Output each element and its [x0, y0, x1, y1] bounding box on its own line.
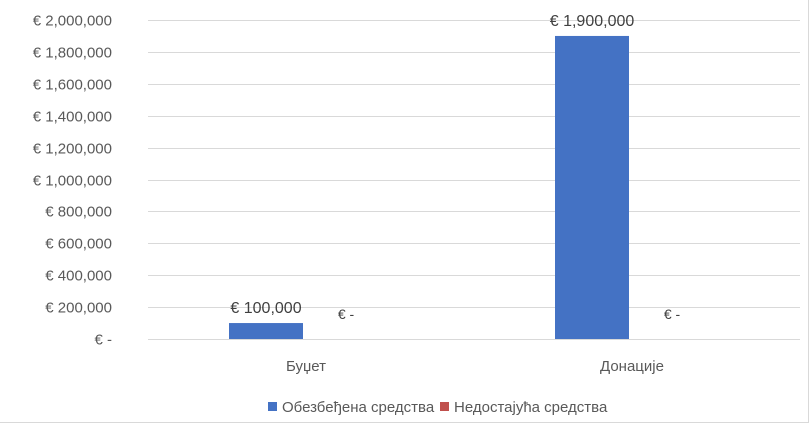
bar-secured-0 [229, 323, 303, 339]
y-axis-tick-labels: € - € 200,000 € 400,000 € 600,000 € 800,000 €… [33, 13, 112, 349]
y-tick-label: € 200,000 [45, 300, 112, 317]
y-tick-label: € 1,200,000 [33, 141, 112, 158]
data-label: € 100,000 [230, 300, 301, 317]
y-tick-label: € 1,400,000 [33, 109, 112, 126]
y-tick-label: € 1,600,000 [33, 77, 112, 94]
y-tick-label: € 600,000 [45, 236, 112, 253]
x-axis-category-labels: Буџет Донације [286, 358, 664, 375]
legend-label-1: Недостајућа средства [454, 399, 608, 416]
bars [229, 35, 629, 339]
data-label: € 1,900,000 [550, 13, 635, 30]
data-labels: € 100,000 € - € 1,900,000 € - [230, 13, 680, 322]
legend: Обезбеђена средства Недостајућа средства [268, 399, 608, 416]
x-category-label: Буџет [286, 358, 326, 375]
legend-swatch-0 [268, 402, 277, 411]
legend-swatch-1 [440, 402, 449, 411]
y-tick-label: € 1,000,000 [33, 173, 112, 190]
gridlines [148, 20, 800, 340]
y-tick-label: € 2,000,000 [33, 13, 112, 30]
legend-label-0: Обезбеђена средства [282, 399, 435, 416]
bar-secured-1 [555, 35, 629, 339]
y-tick-label: € 800,000 [45, 204, 112, 221]
y-tick-label: € 1,800,000 [33, 45, 112, 62]
x-category-label: Донације [600, 358, 664, 375]
y-tick-label: € 400,000 [45, 268, 112, 285]
data-label: € - [338, 306, 355, 322]
y-tick-label: € - [94, 332, 112, 349]
data-label: € - [664, 306, 681, 322]
